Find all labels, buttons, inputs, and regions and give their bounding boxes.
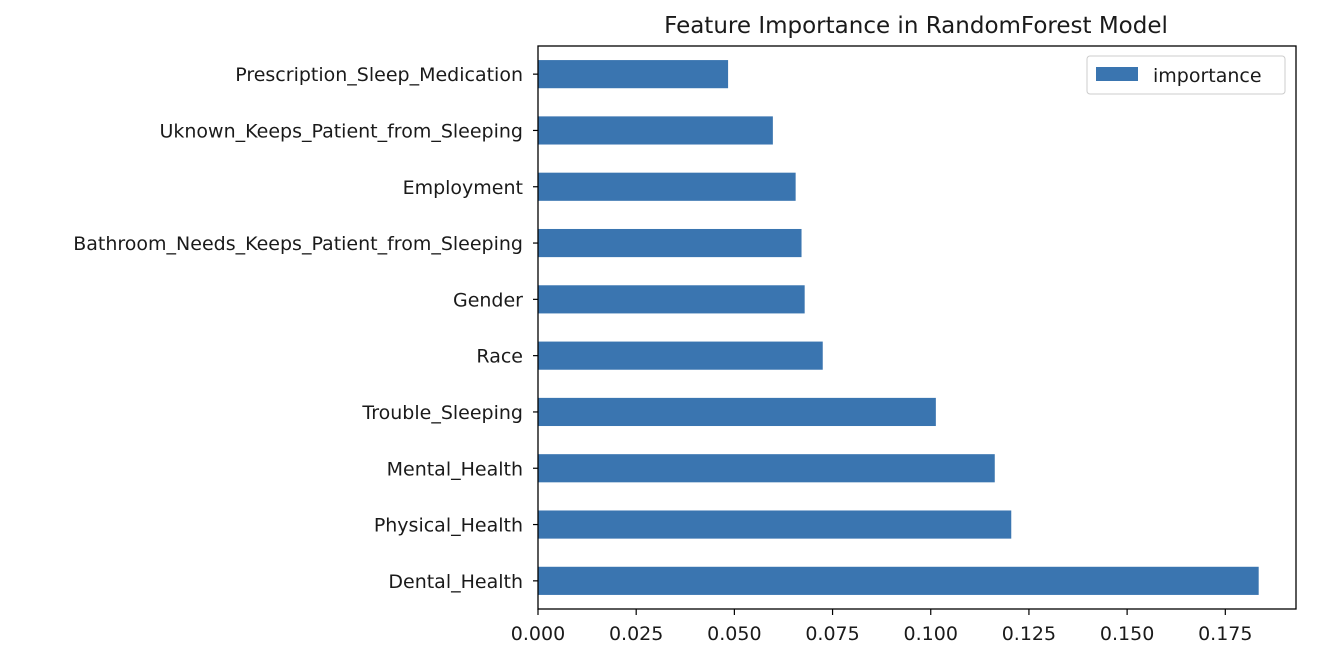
bar-prescription-sleep-medication xyxy=(538,60,729,89)
x-tick-label: 0.150 xyxy=(1100,623,1154,645)
axes-frame xyxy=(537,45,1297,610)
legend-label: importance xyxy=(1153,65,1262,87)
legend-box xyxy=(1086,55,1286,95)
y-tick-label: Uknown_Keeps_Patient_from_Sleeping xyxy=(159,120,523,142)
bar-gender xyxy=(538,285,805,314)
bar-mental-health xyxy=(538,454,995,483)
y-tick-label: Race xyxy=(476,346,523,368)
plot-area: Dental_Health Physical_Health Mental_Healt… xyxy=(73,45,1297,645)
bar-trouble-sleeping xyxy=(538,397,936,427)
y-tick-label: Dental_Health xyxy=(388,571,523,593)
x-tick-label: 0.025 xyxy=(609,623,663,645)
x-tick-label: 0.100 xyxy=(904,623,958,645)
x-tick-label: 0.175 xyxy=(1198,623,1252,645)
legend-swatch xyxy=(1096,67,1138,81)
y-tick-label: Employment xyxy=(403,177,523,199)
bar-race xyxy=(538,341,823,370)
bar-dental-health xyxy=(538,566,1259,595)
bar-uknown-keeps-patient-from-sleeping xyxy=(538,116,773,145)
x-tick-label: 0.125 xyxy=(1002,623,1056,645)
y-tick-label: Bathroom_Needs_Keeps_Patient_from_Sleepi… xyxy=(73,233,523,255)
y-tick-label: Mental_Health xyxy=(387,458,523,480)
x-tick-label: 0.075 xyxy=(805,623,859,645)
x-tick-label: 0.000 xyxy=(511,623,565,645)
chart-title: Feature Importance in RandomForest Model xyxy=(664,13,1168,39)
bar-employment xyxy=(538,172,796,201)
y-tick-label: Gender xyxy=(453,289,523,311)
bar-physical-health xyxy=(538,510,1012,539)
legend: importance xyxy=(1086,55,1286,95)
bar-bathroom-needs-keeps-patient-from-sleeping xyxy=(538,228,802,258)
y-tick-label: Trouble_Sleeping xyxy=(361,402,523,424)
x-tick-label: 0.050 xyxy=(707,623,761,645)
y-tick-label: Physical_Health xyxy=(374,515,523,537)
y-tick-label: Prescription_Sleep_Medication xyxy=(235,64,523,86)
